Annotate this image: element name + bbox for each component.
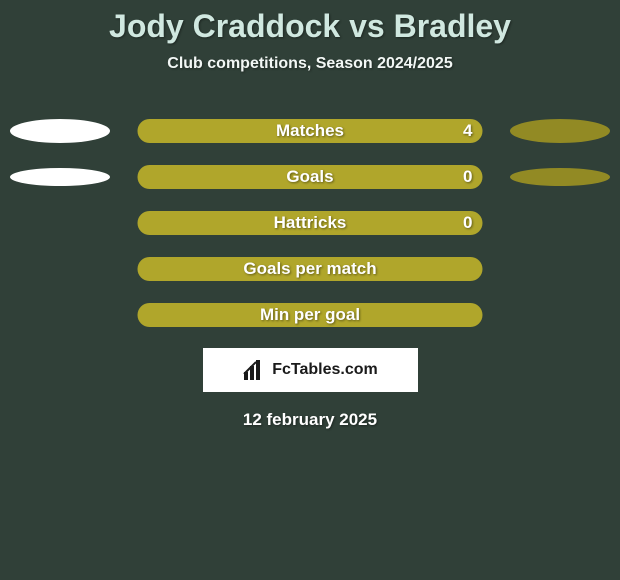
right-ellipse xyxy=(510,168,610,186)
left-ellipse xyxy=(10,168,110,186)
stat-rows: Matches 4 Goals 0 Hattricks 0 Goals per match M… xyxy=(0,108,620,338)
stat-bar: Hattricks 0 xyxy=(138,211,483,235)
stat-value: 0 xyxy=(463,213,472,233)
stat-row: Hattricks 0 xyxy=(0,200,620,246)
stat-value: 4 xyxy=(463,121,472,141)
subtitle: Club competitions, Season 2024/2025 xyxy=(0,55,620,73)
source-logo: FcTables.com xyxy=(203,348,418,392)
page-title: Jody Craddock vs Bradley xyxy=(0,0,620,45)
stat-bar: Min per goal xyxy=(138,303,483,327)
stat-row: Goals per match xyxy=(0,246,620,292)
date-text: 12 february 2025 xyxy=(0,410,620,430)
bars-icon xyxy=(242,360,266,380)
logo-text: FcTables.com xyxy=(272,361,378,379)
stat-label: Goals per match xyxy=(243,259,376,279)
stat-row: Min per goal xyxy=(0,292,620,338)
stat-label: Goals xyxy=(286,167,333,187)
stat-row: Goals 0 xyxy=(0,154,620,200)
right-ellipse xyxy=(510,119,610,143)
stat-row: Matches 4 xyxy=(0,108,620,154)
stat-bar: Matches 4 xyxy=(138,119,483,143)
stat-label: Min per goal xyxy=(260,305,360,325)
stat-value: 0 xyxy=(463,167,472,187)
stat-bar: Goals 0 xyxy=(138,165,483,189)
infographic-root: Jody Craddock vs Bradley Club competitio… xyxy=(0,0,620,580)
stat-label: Hattricks xyxy=(274,213,347,233)
left-ellipse xyxy=(10,119,110,143)
stat-bar: Goals per match xyxy=(138,257,483,281)
stat-label: Matches xyxy=(276,121,344,141)
